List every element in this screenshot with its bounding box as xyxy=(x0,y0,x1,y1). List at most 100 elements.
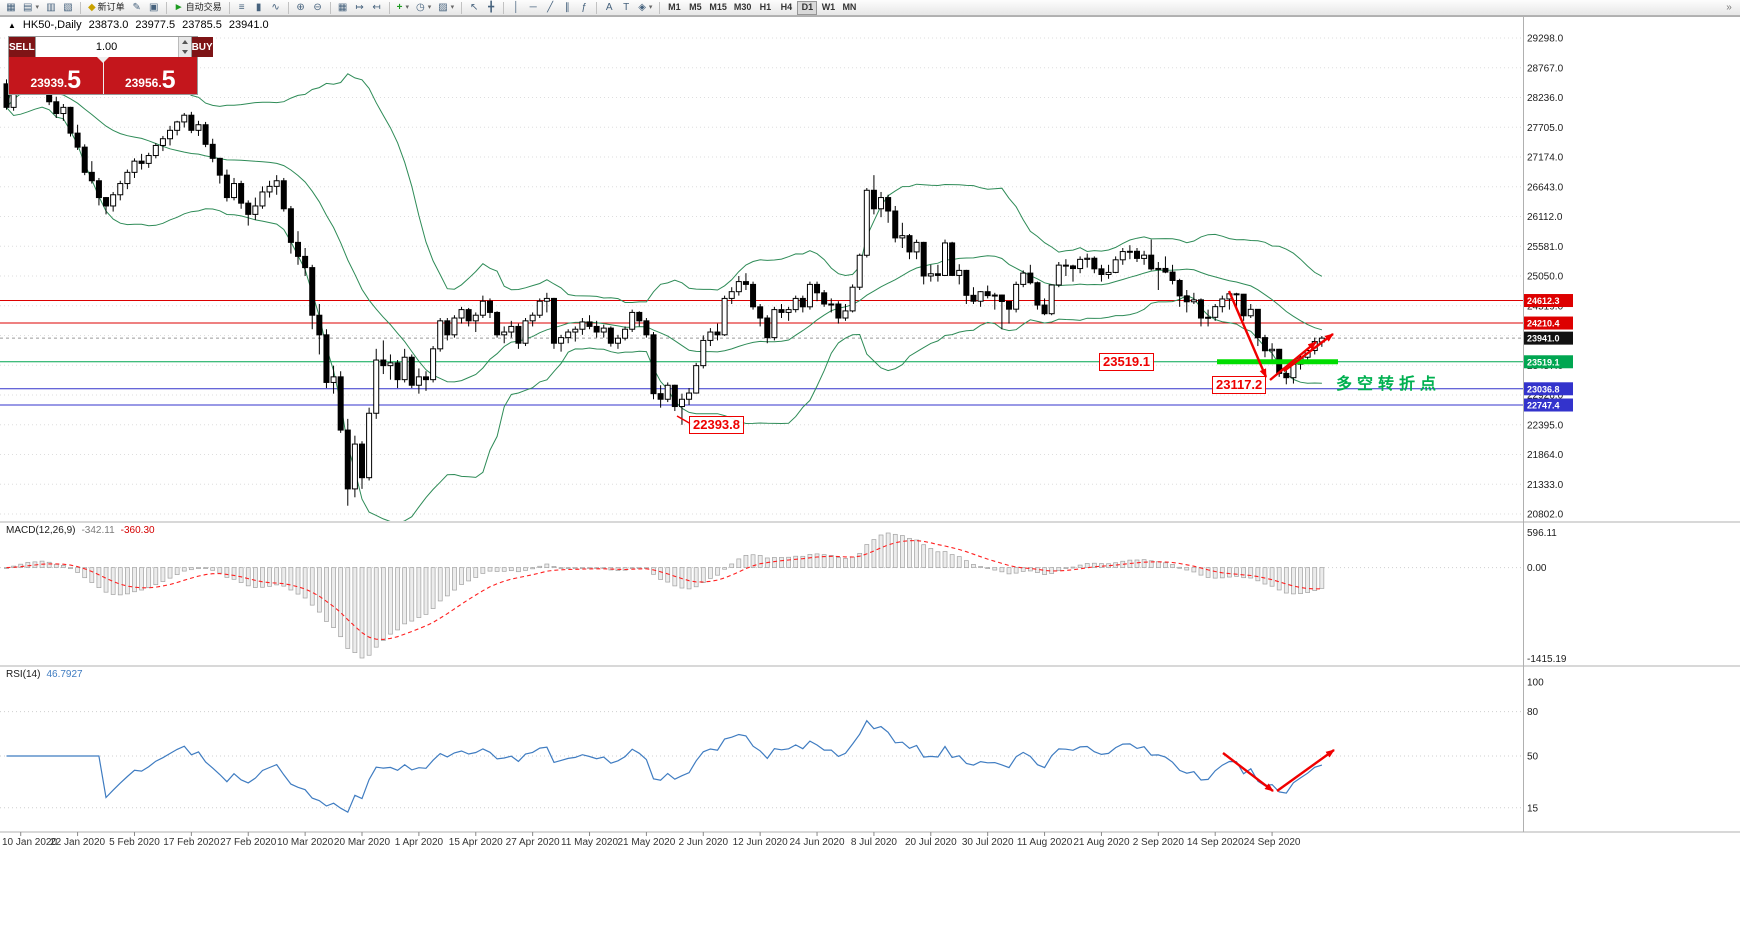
zoom-in-button[interactable]: ⊕ xyxy=(293,1,309,15)
templates-button[interactable]: ▨ ▾ xyxy=(435,1,457,15)
axis-marker xyxy=(1524,331,1573,345)
terminal-button[interactable]: ▣ xyxy=(146,1,162,15)
candle-body xyxy=(721,297,728,336)
timeframe-m5[interactable]: M5 xyxy=(685,1,705,15)
trend-arrow[interactable] xyxy=(1283,333,1334,372)
date-axis-label: 2 Jun 2020 xyxy=(679,837,729,848)
price-axis-label: 20802.0 xyxy=(1527,510,1564,521)
toolbar-overflow-button[interactable]: » xyxy=(1721,1,1737,15)
timeframe-d1[interactable]: D1 xyxy=(797,0,818,15)
macd-histogram-bar xyxy=(907,537,912,568)
candle-body xyxy=(1169,271,1176,281)
sell-price-button[interactable]: 23939. 5 xyxy=(9,57,103,94)
new-chart-icon: ▦ xyxy=(6,1,16,13)
market-watch-button[interactable]: ▥ xyxy=(43,1,59,15)
trend-arrow[interactable] xyxy=(1276,749,1335,792)
timeframe-m1[interactable]: M1 xyxy=(664,1,684,15)
fibonacci-button[interactable]: ƒ xyxy=(576,1,592,15)
one-click-toggle-icon[interactable]: ▲ xyxy=(8,20,16,30)
timeframe-h4[interactable]: H4 xyxy=(776,1,796,15)
macd-histogram-bar xyxy=(224,567,230,578)
candle-body xyxy=(643,320,650,336)
horizontal-line-button[interactable]: ─ xyxy=(525,1,541,15)
buy-price-button[interactable]: 23956. 5 xyxy=(103,57,197,94)
macd-histogram-bar xyxy=(395,567,400,631)
price-annotation-23519[interactable]: 23519.1 xyxy=(1099,353,1154,371)
metaeditor-button[interactable]: ✎ xyxy=(129,1,145,15)
macd-histogram-bar xyxy=(139,567,144,591)
macd-histogram-bar xyxy=(1077,564,1083,568)
rsi-header: RSI(14) 46.7927 xyxy=(6,669,83,680)
lot-increase-button[interactable] xyxy=(178,37,191,47)
profiles-button[interactable]: ▤ ▾ xyxy=(20,1,42,15)
trend-arrow[interactable] xyxy=(1227,290,1268,378)
arrows-button[interactable]: ◈ ▾ xyxy=(635,1,655,15)
macd-histogram-bar xyxy=(1234,567,1239,577)
ohlc-close: 23941.0 xyxy=(228,19,269,31)
timeframe-w1[interactable]: W1 xyxy=(818,1,838,15)
crosshair-button[interactable]: ╋ xyxy=(483,1,499,15)
candle-body xyxy=(280,180,287,210)
text-label-button[interactable]: T xyxy=(618,1,634,15)
navigator-button[interactable]: ▧ xyxy=(60,1,76,15)
buy-button[interactable]: BUY xyxy=(191,37,213,57)
bollinger-bands xyxy=(6,40,1323,521)
timeframe-mn[interactable]: MN xyxy=(839,1,859,15)
drawn-objects[interactable] xyxy=(676,290,1338,792)
macd-histogram-bar xyxy=(942,551,948,568)
periods-button[interactable]: ◷ ▾ xyxy=(413,1,434,15)
price-axis-label: 25581.0 xyxy=(1527,242,1564,253)
vertical-line-button[interactable]: │ xyxy=(508,1,524,15)
trend-arrow[interactable] xyxy=(1269,341,1317,381)
price-annotation-22393[interactable]: 22393.8 xyxy=(689,416,744,434)
autotrading-button[interactable]: ► 自动交易 xyxy=(171,1,225,15)
zoom-out-button[interactable]: ⊖ xyxy=(310,1,326,15)
chart-line-button[interactable]: ∿ xyxy=(268,1,284,15)
new-order-button[interactable]: ◆ 新订单 xyxy=(85,1,128,15)
macd-histogram-bar xyxy=(25,562,31,568)
chart-shift-button[interactable]: ↤ xyxy=(369,1,385,15)
chart-candles-button[interactable]: ▮ xyxy=(251,1,267,15)
candle-body xyxy=(892,210,899,239)
candle-body xyxy=(579,321,586,330)
auto-scroll-button[interactable]: ↦ xyxy=(352,1,368,15)
macd-histogram-bar xyxy=(324,567,329,622)
date-axis-label: 10 Mar 2020 xyxy=(277,837,334,848)
buy-price-main: 23956 xyxy=(124,76,159,90)
new-chart-button[interactable]: ▦ xyxy=(3,1,19,15)
macd-histogram-bar xyxy=(736,558,742,568)
timeframe-m30[interactable]: M30 xyxy=(731,1,755,15)
market-watch-icon: ▥ xyxy=(46,1,56,13)
indicators-button[interactable]: + ▾ xyxy=(394,1,412,15)
lot-size-input[interactable] xyxy=(35,37,178,57)
candle-body xyxy=(60,106,67,115)
macd-histogram-bar xyxy=(430,567,436,609)
lot-decrease-button[interactable] xyxy=(178,47,191,57)
date-axis-label: 2 Sep 2020 xyxy=(1133,837,1185,848)
macd-histogram-bar xyxy=(1241,567,1246,579)
macd-histogram-bar xyxy=(779,557,784,568)
timeframe-h1[interactable]: H1 xyxy=(755,1,775,15)
text-button[interactable]: A xyxy=(601,1,617,15)
trend-arrow[interactable] xyxy=(1222,752,1274,792)
price-annotation-23117[interactable]: 23117.2 xyxy=(1212,376,1267,394)
macd-histogram-bar xyxy=(181,567,187,572)
candle-body xyxy=(934,273,941,276)
chart-bars-button[interactable]: ≡ xyxy=(234,1,250,15)
price-axis[interactable]: 29298.0 28767.0 28236.0 27705.0 27174.0 26643… xyxy=(1527,34,1564,521)
tile-windows-button[interactable]: ▦ xyxy=(335,1,351,15)
macd-histogram-bar xyxy=(857,553,863,568)
candle-body xyxy=(856,254,863,288)
cursor-button[interactable]: ↖ xyxy=(466,1,482,15)
candle-body xyxy=(1112,259,1119,273)
timeframe-m15[interactable]: M15 xyxy=(706,1,730,15)
macd-histogram-bar xyxy=(1212,567,1218,579)
macd-histogram-bar xyxy=(473,567,479,578)
turning-point-annotation[interactable]: 多空转折点 xyxy=(1336,376,1442,393)
sell-button[interactable]: SELL xyxy=(9,37,35,57)
trendline-button[interactable]: ╱ xyxy=(542,1,558,15)
candle-body xyxy=(494,311,501,336)
channel-button[interactable]: ∥ xyxy=(559,1,575,15)
